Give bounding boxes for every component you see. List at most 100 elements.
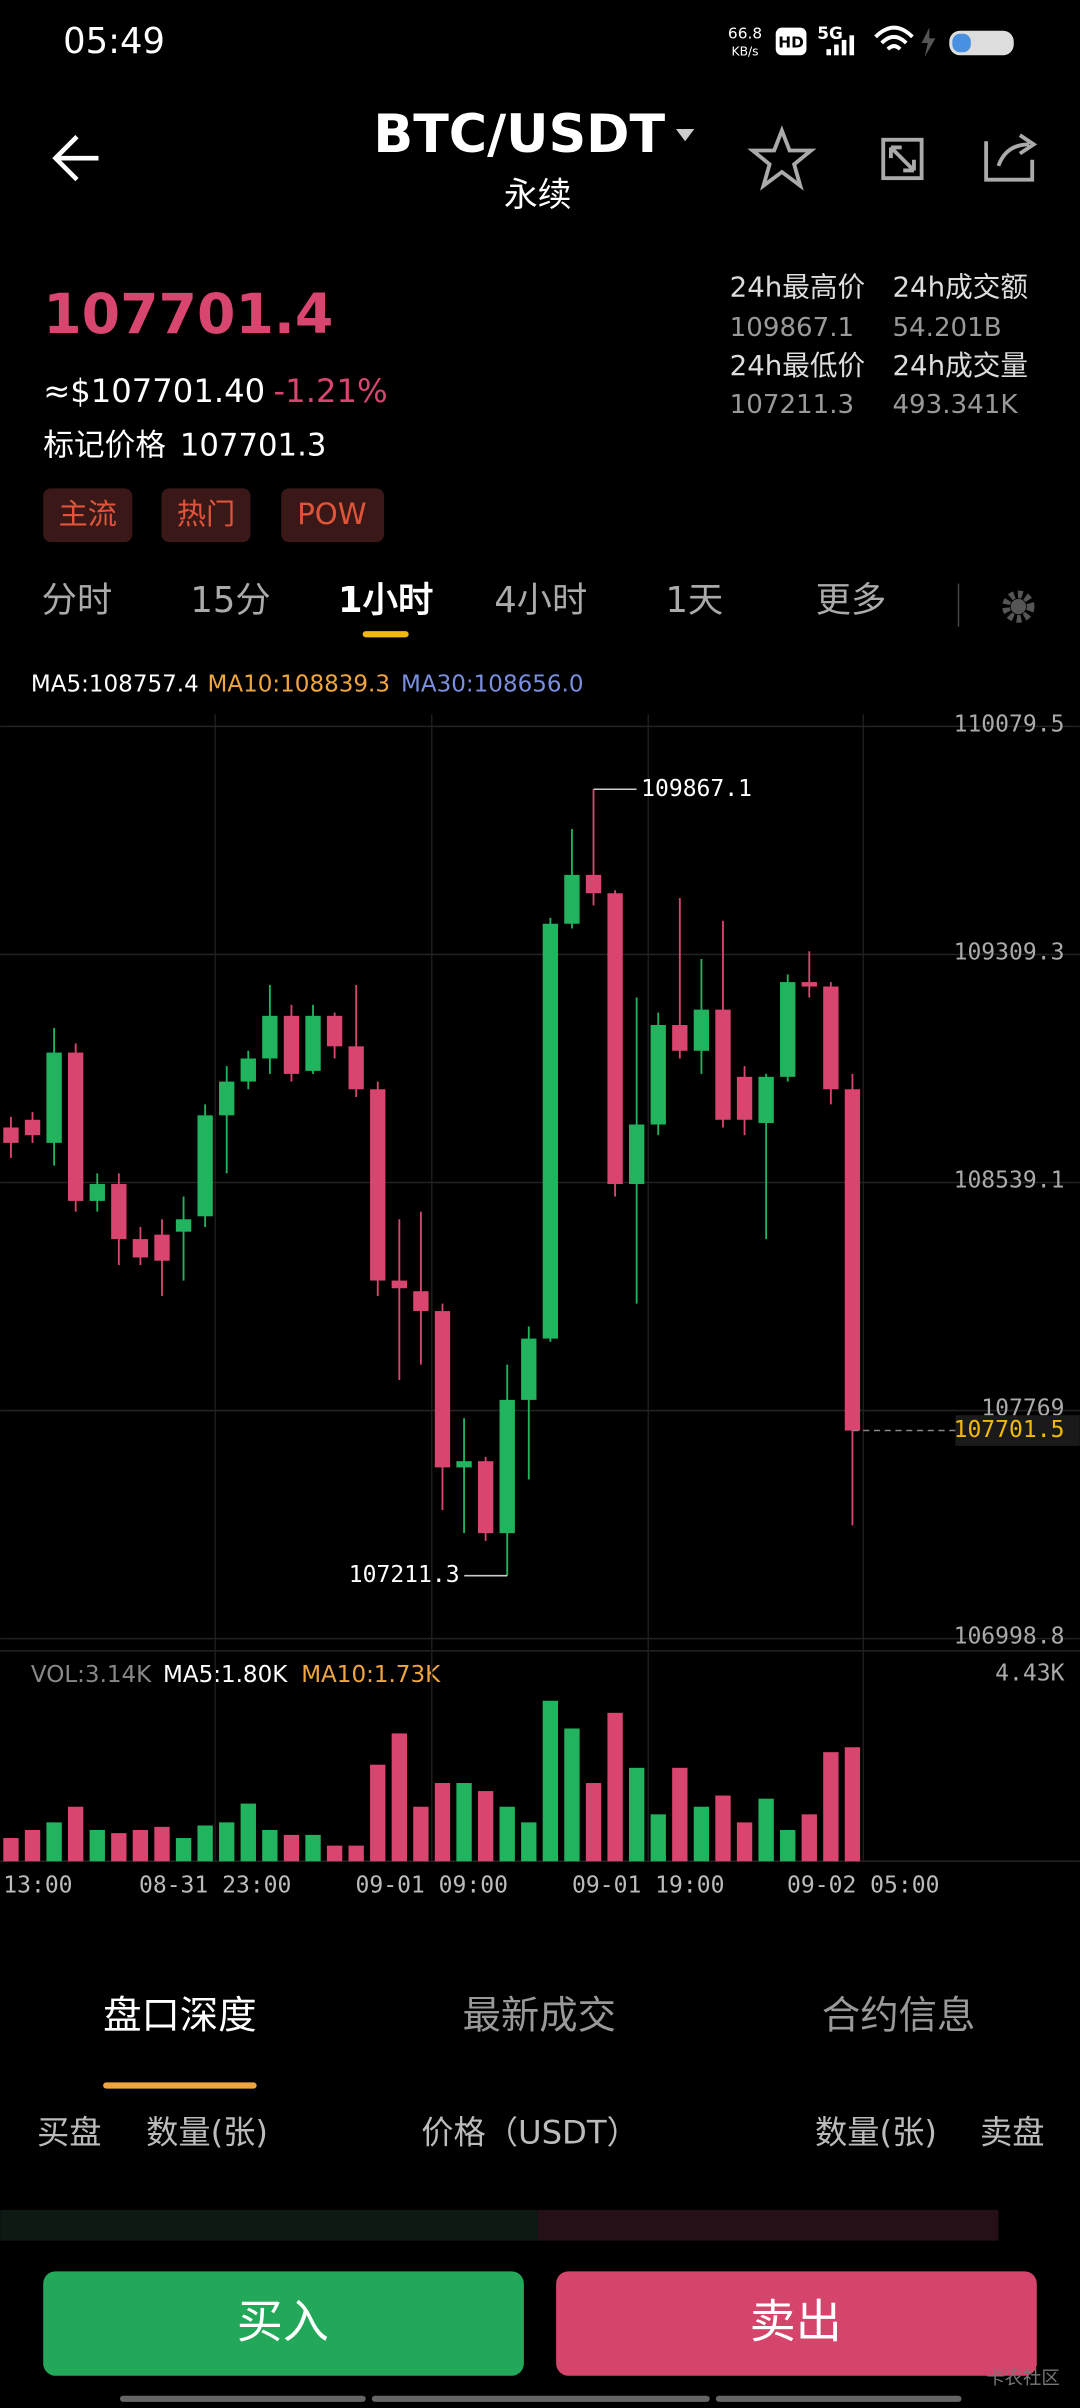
y-tick-label: 106998.8 xyxy=(954,1624,1065,1650)
stat-label: 24h最低价 xyxy=(730,349,866,382)
candle-body xyxy=(693,1009,710,1051)
volume-bar xyxy=(154,1826,170,1862)
candle-body xyxy=(154,1234,170,1261)
y-tick-label: 109309.3 xyxy=(954,939,1065,965)
ma5-legend: MA5:108757.4 xyxy=(31,671,199,697)
fullscreen-button[interactable] xyxy=(881,137,924,181)
stat-value: 109867.1 xyxy=(730,313,855,343)
candle-body xyxy=(391,1280,408,1289)
interval-tab-active[interactable]: 1小时 xyxy=(338,580,433,621)
tag: 主流 xyxy=(59,497,117,531)
charge-icon xyxy=(921,27,936,57)
candle-body xyxy=(89,1184,105,1201)
wifi-icon xyxy=(874,25,914,51)
book-header: 买盘 xyxy=(37,2114,102,2152)
volume-bar xyxy=(521,1822,537,1862)
bid-depth xyxy=(0,2209,538,2241)
network: 5G xyxy=(817,23,843,43)
candle-body xyxy=(758,1076,774,1124)
back-button[interactable] xyxy=(52,135,99,182)
volume-bar xyxy=(542,1700,559,1862)
candle-body xyxy=(348,1046,364,1090)
candle-body xyxy=(844,1089,861,1431)
candle-body xyxy=(607,893,623,1185)
tab[interactable]: 合约信息 xyxy=(822,1993,976,2038)
volume-bar xyxy=(348,1845,364,1862)
interval-underline xyxy=(362,631,409,638)
candle-body xyxy=(434,1311,451,1468)
stat-label: 24h成交额 xyxy=(892,271,1028,304)
tag-bg xyxy=(43,488,133,543)
tag: POW xyxy=(297,497,366,531)
stat-label: 24h成交量 xyxy=(892,349,1028,382)
candle-body xyxy=(628,1124,645,1185)
interval-tab[interactable]: 4小时 xyxy=(494,580,587,621)
candle-body xyxy=(111,1184,127,1240)
net-speed: 66.8 xyxy=(728,24,762,42)
candle-body xyxy=(24,1119,41,1136)
pair-dropdown[interactable] xyxy=(675,129,695,142)
volume-bar xyxy=(175,1838,192,1862)
interval-tab[interactable]: 更多 xyxy=(816,580,887,621)
buy-label: 买入 xyxy=(237,2295,329,2349)
candle-body xyxy=(521,1338,537,1400)
candle-body xyxy=(370,1089,386,1281)
clock: 05:49 xyxy=(63,21,165,62)
stat-value: 107211.3 xyxy=(730,390,855,420)
tab[interactable]: 最新成交 xyxy=(462,1993,615,2038)
nav-bar xyxy=(119,2395,962,2402)
candle-body xyxy=(326,1015,343,1047)
tag-bg xyxy=(281,488,385,543)
interval-tab[interactable]: 分时 xyxy=(42,580,113,621)
tab-active[interactable]: 盘口深度 xyxy=(103,1993,257,2038)
candle-body xyxy=(542,923,559,1339)
candle-body xyxy=(197,1115,213,1217)
sell-button[interactable] xyxy=(556,2271,1037,2376)
x-tick-label: 09-01 19:00 xyxy=(572,1872,724,1898)
settings-core xyxy=(1010,598,1027,615)
ask-depth xyxy=(537,2209,999,2241)
last-price-label: 107701.5 xyxy=(954,1417,1065,1443)
candle-body xyxy=(240,1058,256,1082)
volume-bar xyxy=(197,1825,213,1862)
volume-bar xyxy=(89,1829,105,1862)
candle-body xyxy=(219,1081,235,1116)
contract-type: 永续 xyxy=(504,175,572,214)
x-tick-label: 13:00 xyxy=(3,1872,72,1898)
settings-button[interactable] xyxy=(1002,590,1035,623)
vol-legend: VOL:3.14K xyxy=(31,1662,152,1688)
signal-icon xyxy=(826,35,855,56)
volume-bar xyxy=(46,1822,62,1862)
volume-bar xyxy=(67,1806,84,1862)
volume-bar xyxy=(801,1814,817,1862)
candle-body xyxy=(823,986,839,1090)
volume-bar xyxy=(262,1829,278,1862)
ma30-legend: MA30:108656.0 xyxy=(401,671,583,697)
ma10-legend: MA10:108839.3 xyxy=(208,671,390,697)
volume-bar xyxy=(564,1728,580,1862)
volume-bar xyxy=(758,1798,774,1862)
x-tick-label: 09-01 09:00 xyxy=(356,1872,508,1898)
favorite-button[interactable] xyxy=(747,125,817,191)
share-button[interactable] xyxy=(984,133,1038,182)
last-price-box xyxy=(955,1415,1080,1446)
x-tick-label: 09-02 05:00 xyxy=(787,1872,939,1898)
interval-tab[interactable]: 15分 xyxy=(190,580,270,621)
buy-button[interactable] xyxy=(43,2271,524,2376)
volume-bar xyxy=(370,1764,386,1862)
kline-chart: 13:00 08-31 23:00 09-01 09:00 09-01 19:00 09… xyxy=(0,711,1080,1898)
candle-body xyxy=(650,1025,666,1125)
volume-bar xyxy=(305,1834,321,1862)
volume-bar xyxy=(607,1712,623,1862)
stat-value: 493.341K xyxy=(892,390,1018,420)
interval-tab[interactable]: 1天 xyxy=(665,580,723,621)
volume-bar xyxy=(650,1814,666,1862)
watermark: 卡农社区 xyxy=(986,2368,1060,2389)
pair-title[interactable]: BTC/USDT xyxy=(373,105,665,165)
volume-bar xyxy=(434,1783,451,1862)
candle-body xyxy=(672,1025,688,1051)
volume-bar xyxy=(24,1829,41,1862)
volume-bar xyxy=(499,1806,515,1862)
volume-bar xyxy=(391,1733,408,1862)
